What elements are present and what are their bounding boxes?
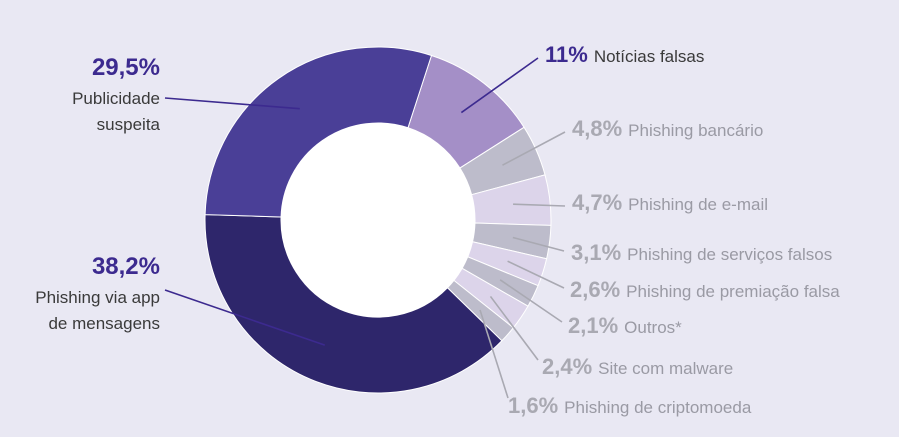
leader-line xyxy=(164,97,300,110)
slice-percent: 4,7% xyxy=(572,190,622,215)
slice-label: de mensagens xyxy=(48,314,160,333)
leader-line xyxy=(507,260,565,289)
leader-line xyxy=(164,289,326,346)
slice-label: 1,6% Phishing de criptomoeda xyxy=(508,393,752,418)
leader-line xyxy=(502,131,566,166)
slice-label: Phishing via app xyxy=(35,288,160,307)
slice-percent: 2,6% xyxy=(570,277,620,302)
leader-line xyxy=(479,309,509,399)
slice-label: 2,4% Site com malware xyxy=(542,354,733,379)
leader-line xyxy=(513,203,566,207)
slice-label: 4,7% Phishing de e-mail xyxy=(572,190,768,215)
leader-line xyxy=(489,295,539,361)
slice-name: Phishing de criptomoeda xyxy=(564,398,752,417)
slice-name: Phishing de e-mail xyxy=(628,195,768,214)
slice-name: Notícias falsas xyxy=(594,47,705,66)
leader-line xyxy=(499,279,563,323)
leader-line xyxy=(460,57,539,114)
slice-percent: 29,5% xyxy=(92,54,160,81)
slice-percent: 1,6% xyxy=(508,393,558,418)
slice-percent: 3,1% xyxy=(571,240,621,265)
slice-name: Phishing de serviços falsos xyxy=(627,245,832,264)
slice-name: Phishing bancário xyxy=(628,121,763,140)
slice-name: Site com malware xyxy=(598,359,733,378)
slice-percent: 38,2% xyxy=(92,253,160,280)
slice-label: suspeita xyxy=(97,115,161,134)
slice-percent: 2,1% xyxy=(568,313,618,338)
donut-hole xyxy=(281,123,475,317)
slice-label: 4,8% Phishing bancário xyxy=(572,116,763,141)
slice-label: 2,6% Phishing de premiação falsa xyxy=(570,277,840,302)
slice-name: Phishing de premiação falsa xyxy=(626,282,840,301)
slice-label: 3,1% Phishing de serviços falsos xyxy=(571,240,832,265)
slice-label: 2,1% Outros* xyxy=(568,313,682,338)
leader-line xyxy=(512,236,565,252)
slice-percent: 2,4% xyxy=(542,354,592,379)
slice-percent: 11% xyxy=(545,42,588,67)
slice-percent: 4,8% xyxy=(572,116,622,141)
slice-name: Outros* xyxy=(624,318,682,337)
slice-label: Publicidade xyxy=(72,89,160,108)
slice-label: 11% Notícias falsas xyxy=(545,42,704,67)
